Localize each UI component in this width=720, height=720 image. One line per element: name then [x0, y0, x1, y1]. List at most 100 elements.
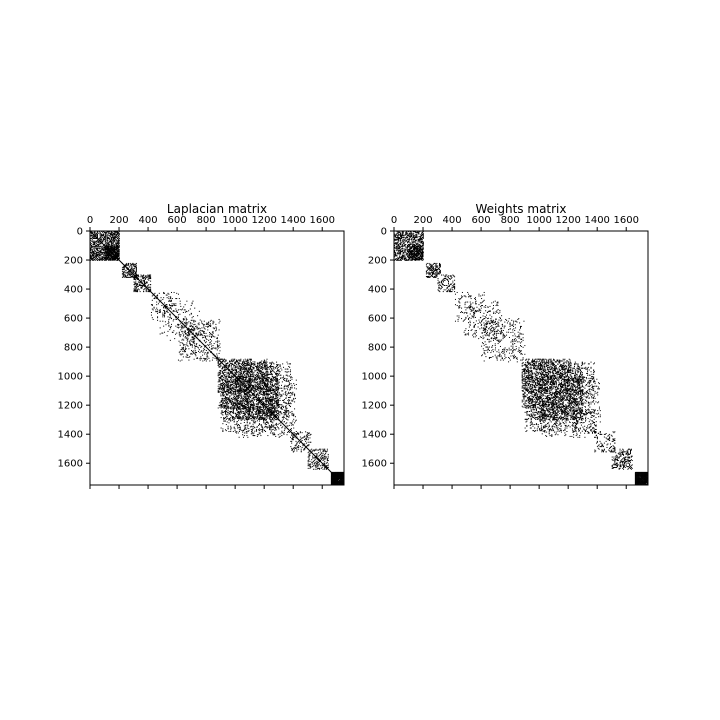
- nonzero-marker: [169, 314, 171, 316]
- nonzero-marker: [241, 391, 243, 393]
- nonzero-marker: [114, 256, 116, 258]
- nonzero-marker: [237, 389, 239, 391]
- nonzero-marker: [242, 367, 244, 369]
- nonzero-marker: [127, 272, 129, 274]
- nonzero-marker: [205, 323, 207, 325]
- nonzero-marker: [227, 405, 229, 407]
- nonzero-marker: [238, 403, 240, 405]
- nonzero-marker: [231, 388, 233, 390]
- nonzero-marker: [246, 372, 248, 374]
- nonzero-marker: [237, 379, 239, 381]
- nonzero-marker: [241, 383, 243, 385]
- nonzero-marker: [207, 352, 209, 354]
- nonzero-marker: [267, 380, 269, 382]
- nonzero-marker: [115, 255, 117, 257]
- nonzero-marker: [248, 404, 250, 406]
- nonzero-marker: [113, 246, 115, 248]
- nonzero-marker: [229, 365, 231, 367]
- nonzero-marker: [134, 290, 136, 292]
- nonzero-marker: [105, 245, 107, 247]
- nonzero-marker: [262, 364, 264, 366]
- nonzero-marker: [278, 388, 280, 390]
- nonzero-marker: [255, 405, 257, 407]
- nonzero-marker: [249, 412, 251, 414]
- nonzero-marker: [225, 407, 227, 409]
- nonzero-marker: [110, 244, 112, 246]
- nonzero-marker: [246, 396, 248, 398]
- nonzero-marker: [241, 381, 243, 383]
- nonzero-marker: [212, 347, 214, 349]
- nonzero-marker: [263, 401, 265, 403]
- nonzero-marker: [236, 364, 238, 366]
- nonzero-marker: [146, 282, 148, 284]
- nonzero-marker: [243, 383, 245, 385]
- nonzero-marker: [230, 364, 232, 366]
- nonzero-marker: [253, 373, 255, 375]
- nonzero-marker: [273, 390, 275, 392]
- nonzero-marker: [218, 329, 220, 331]
- nonzero-marker: [224, 370, 226, 372]
- nonzero-marker: [263, 362, 265, 364]
- nonzero-marker: [220, 372, 222, 374]
- nonzero-marker: [126, 264, 128, 266]
- nonzero-marker: [234, 384, 236, 386]
- nonzero-marker: [125, 263, 127, 265]
- nonzero-marker: [269, 373, 271, 375]
- nonzero-marker: [186, 318, 188, 320]
- nonzero-marker: [267, 383, 269, 385]
- nonzero-marker: [223, 375, 225, 377]
- nonzero-marker: [115, 235, 117, 237]
- nonzero-marker: [96, 235, 98, 237]
- nonzero-marker: [258, 362, 260, 364]
- nonzero-marker: [219, 387, 221, 389]
- nonzero-marker: [99, 233, 101, 235]
- nonzero-marker: [245, 400, 247, 402]
- nonzero-marker: [258, 410, 260, 412]
- nonzero-marker: [240, 403, 242, 405]
- nonzero-marker: [263, 406, 265, 408]
- nonzero-marker: [142, 276, 144, 278]
- nonzero-marker: [275, 386, 277, 388]
- nonzero-marker: [197, 328, 199, 330]
- nonzero-marker: [259, 380, 261, 382]
- nonzero-marker: [260, 406, 262, 408]
- nonzero-marker: [128, 263, 130, 265]
- nonzero-marker: [188, 333, 190, 335]
- nonzero-marker: [104, 259, 106, 261]
- nonzero-marker: [183, 334, 185, 336]
- nonzero-marker: [179, 344, 181, 346]
- nonzero-marker: [220, 365, 222, 367]
- nonzero-marker: [233, 396, 235, 398]
- nonzero-marker: [233, 360, 235, 362]
- nonzero-marker: [177, 314, 179, 316]
- nonzero-marker: [199, 345, 201, 347]
- nonzero-marker: [169, 326, 171, 328]
- nonzero-marker: [184, 351, 186, 353]
- nonzero-marker: [227, 381, 229, 383]
- nonzero-marker: [247, 400, 249, 402]
- nonzero-marker: [235, 363, 237, 365]
- nonzero-marker: [182, 308, 184, 310]
- nonzero-marker: [256, 393, 258, 395]
- nonzero-marker: [101, 258, 103, 260]
- nonzero-marker: [107, 254, 109, 256]
- nonzero-marker: [229, 410, 231, 412]
- nonzero-marker: [274, 405, 276, 407]
- nonzero-marker: [247, 383, 249, 385]
- nonzero-marker: [252, 397, 254, 399]
- nonzero-marker: [191, 338, 193, 340]
- nonzero-marker: [234, 389, 236, 391]
- nonzero-marker: [192, 327, 194, 329]
- nonzero-marker: [238, 364, 240, 366]
- nonzero-marker: [249, 414, 251, 416]
- nonzero-marker: [116, 246, 118, 248]
- nonzero-marker: [98, 259, 100, 261]
- nonzero-marker: [247, 401, 249, 403]
- nonzero-marker: [111, 235, 113, 237]
- nonzero-marker: [113, 257, 115, 259]
- nonzero-marker: [146, 276, 148, 278]
- nonzero-marker: [108, 234, 110, 236]
- nonzero-marker: [253, 399, 255, 401]
- nonzero-marker: [110, 233, 112, 235]
